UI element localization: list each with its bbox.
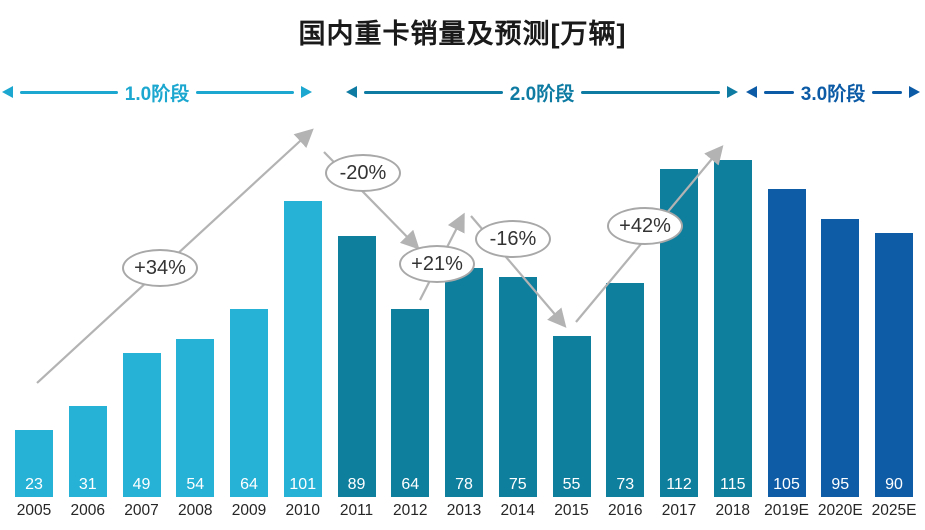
bar-value-label: 54 (186, 476, 205, 493)
bar-2020E: 95 (821, 219, 860, 497)
phase-line (872, 90, 903, 94)
bar-2009: 64 (230, 309, 268, 497)
x-axis-label: 2007 (124, 502, 159, 519)
bar-2013: 78 (445, 268, 483, 497)
bar-value-label: 78 (455, 476, 473, 493)
arrow-left-icon (746, 86, 757, 98)
growth-annotation: +34% (122, 249, 198, 287)
bar-column: 23 2005 (15, 430, 53, 520)
phase-label: 3.0阶段 (800, 83, 866, 105)
phase-band: 1.0阶段 (2, 80, 313, 105)
chart-title: 国内重卡销量及预测[万辆] (298, 19, 627, 49)
bar-2025E: 90 (875, 233, 913, 497)
bar-column: 55 2015 (552, 336, 591, 520)
x-axis-label: 2012 (393, 502, 428, 519)
bar-column: 49 2007 (122, 353, 161, 520)
growth-annotation: -20% (325, 154, 401, 192)
bar-value-label: 115 (719, 476, 746, 493)
growth-annotation: +42% (607, 207, 683, 245)
phase-label: 2.0阶段 (509, 83, 575, 105)
x-axis-label: 2020E (817, 502, 863, 519)
bar-2018: 115 (713, 160, 752, 497)
bar-2012: 64 (391, 309, 430, 497)
growth-annotation: +21% (399, 245, 475, 283)
x-axis-label: 2018 (715, 502, 750, 519)
phase-band: 3.0阶段 (746, 80, 921, 105)
bar-2011: 89 (337, 236, 376, 497)
bar-2014: 75 (498, 277, 537, 497)
x-axis-label: 2008 (178, 502, 213, 519)
bar-value-label: 64 (240, 476, 258, 493)
x-axis-label: 2011 (339, 502, 374, 519)
growth-annotation-label: -16% (489, 227, 537, 250)
bar-2008: 54 (176, 339, 215, 497)
phase-line (196, 90, 295, 94)
arrow-left-icon (2, 86, 13, 98)
growth-annotation-label: -20% (339, 161, 387, 184)
bar-column: 78 2013 (445, 268, 483, 520)
bar-2005: 23 (15, 430, 53, 497)
x-axis-label: 2025E (871, 502, 917, 519)
bar-column: 105 2019E (764, 189, 809, 520)
arrow-left-icon (346, 86, 357, 98)
x-axis-label: 2017 (661, 502, 697, 519)
growth-annotation-label: +42% (619, 214, 671, 237)
bar-column: 101 2010 (283, 201, 322, 520)
x-axis-label: 2014 (500, 502, 535, 519)
bar-column: 73 2016 (606, 283, 645, 520)
arrow-right-icon (727, 86, 739, 98)
bar-value-label: 49 (132, 476, 151, 493)
phase-line (20, 90, 118, 94)
bar-value-label: 101 (289, 476, 317, 493)
bar-value-label: 105 (773, 476, 800, 493)
bar-2007: 49 (122, 353, 161, 497)
growth-annotation-label: +34% (134, 256, 186, 279)
bars-container: 23 2005 31 2006 49 2007 54 2008 64 2009 101 2010 89 2… (15, 160, 916, 520)
x-axis-label: 2009 (231, 502, 267, 519)
bar-value-label: 89 (347, 476, 366, 493)
bar-value-label: 95 (831, 476, 850, 493)
bar-value-label: 75 (508, 476, 527, 493)
bar-value-label: 55 (562, 476, 581, 493)
bar-column: 64 2009 (230, 309, 268, 520)
bar-2010: 101 (283, 201, 322, 497)
bar-column: 54 2008 (176, 339, 215, 520)
arrow-right-icon (909, 86, 921, 98)
phase-band: 2.0阶段 (346, 80, 739, 105)
phase-line (364, 90, 503, 94)
bar-2019E: 105 (767, 189, 806, 497)
bar-column: 115 2018 (713, 160, 752, 520)
bar-2015: 55 (552, 336, 591, 497)
phase-line (581, 90, 721, 94)
x-axis-label: 2013 (446, 502, 482, 519)
bar-value-label: 31 (78, 476, 97, 493)
bar-column: 75 2014 (498, 277, 537, 520)
growth-annotation-label: +21% (411, 252, 463, 275)
x-axis-label: 2010 (285, 502, 320, 519)
x-axis-label: 2016 (608, 502, 643, 519)
arrow-right-icon (301, 86, 313, 98)
bar-column: 95 2020E (818, 219, 863, 520)
bar-column: 31 2006 (68, 406, 107, 520)
bar-column: 64 2012 (391, 309, 430, 520)
bar-column: 89 2011 (337, 236, 376, 520)
bar-value-label: 112 (666, 476, 692, 493)
x-axis-label: 2019E (764, 502, 809, 519)
bar-2006: 31 (68, 406, 107, 497)
bar-value-label: 23 (25, 476, 43, 493)
phase-label: 1.0阶段 (124, 83, 190, 105)
bar-value-label: 64 (401, 476, 420, 493)
bar-column: 90 2025E (872, 233, 916, 520)
bar-value-label: 90 (885, 476, 903, 493)
bar-2016: 73 (606, 283, 645, 497)
bar-value-label: 73 (616, 476, 635, 493)
x-axis-label: 2006 (70, 502, 105, 519)
x-axis-label: 2005 (16, 502, 52, 519)
x-axis-label: 2015 (554, 502, 589, 519)
growth-annotation: -16% (475, 220, 551, 258)
phase-line (764, 90, 794, 94)
